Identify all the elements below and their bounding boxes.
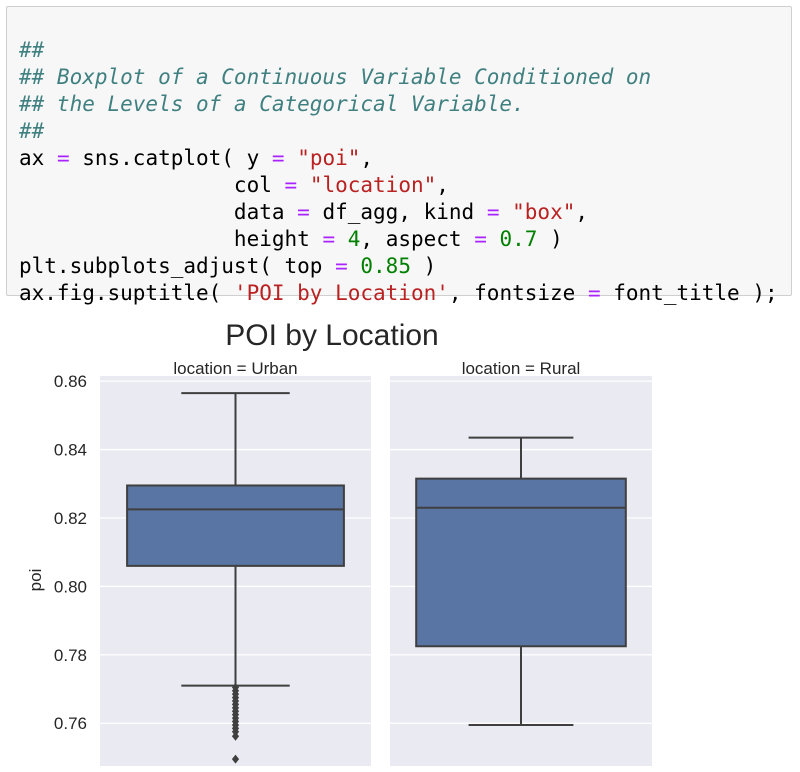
outlier-point (231, 731, 240, 741)
code-token-str: "poi" (297, 146, 361, 170)
code-line: ax.fig.suptitle( 'POI by Location', font… (19, 280, 778, 307)
code-line: ## Boxplot of a Continuous Variable Cond… (19, 64, 778, 91)
code-token-plain: sns.catplot( y (69, 146, 272, 170)
code-line: data = df_agg, kind = "box", (19, 199, 778, 226)
code-token-comment: ## (19, 38, 45, 62)
code-token-op: = (335, 254, 348, 278)
code-editor[interactable]: ## ## Boxplot of a Continuous Variable Co… (19, 37, 778, 307)
code-token-plain: col (19, 173, 285, 197)
code-token-plain: plt.subplots_adjust( top (19, 254, 336, 278)
code-token-plain (348, 254, 361, 278)
code-token-str: 'POI by Location' (233, 281, 449, 305)
code-line: height = 4, aspect = 0.7 ) (19, 226, 778, 253)
code-token-comment: ## Boxplot of a Continuous Variable Cond… (19, 65, 652, 89)
code-token-op: = (56, 146, 70, 170)
y-tick-label: 0.76 (54, 714, 87, 733)
code-token-comment: ## (19, 119, 45, 143)
y-axis-label: poi (26, 569, 45, 592)
code-token-num: 0.7 (499, 227, 538, 251)
code-token-str: "box" (512, 200, 576, 224)
code-token-plain: , (575, 200, 589, 224)
figure-title: POI by Location (225, 319, 438, 352)
code-line: col = "location", (19, 172, 778, 199)
facet-0: location = Urban (100, 359, 371, 766)
code-token-num: 0.85 (360, 254, 411, 278)
code-token-plain: ) (537, 227, 563, 251)
facet-title: location = Rural (462, 359, 581, 378)
outlier-point (231, 754, 240, 764)
code-cell[interactable]: ## ## Boxplot of a Continuous Variable Co… (6, 6, 792, 305)
code-line: ## (19, 118, 778, 145)
output-figure: POI by Location poi location = Urban loca… (26, 319, 652, 766)
code-token-plain (285, 146, 298, 170)
y-tick-label: 0.80 (54, 577, 87, 596)
code-token-plain: font_title ); (600, 281, 778, 305)
box-iqr (415, 477, 627, 648)
code-token-plain: ax.fig.suptitle( (19, 281, 234, 305)
code-token-plain: , (436, 173, 449, 197)
code-token-plain: data (19, 200, 298, 224)
y-tick-label: 0.78 (54, 646, 87, 665)
code-token-op: = (284, 173, 298, 197)
code-token-plain (297, 173, 310, 197)
code-line: plt.subplots_adjust( top = 0.85 ) (19, 253, 778, 280)
code-line: ## (19, 37, 778, 64)
code-token-op: = (474, 227, 487, 251)
code-token-plain: df_agg, kind (309, 200, 487, 224)
code-token-op: = (271, 146, 285, 170)
code-token-plain: height (19, 227, 323, 251)
code-token-plain: ) (410, 254, 437, 278)
code-token-op: = (297, 200, 310, 224)
y-tick-label: 0.86 (54, 372, 87, 391)
code-token-plain: ax (19, 146, 57, 170)
code-token-plain (499, 200, 512, 224)
y-tick-labels: 0.76 0.78 0.80 0.82 0.84 0.86 (54, 372, 87, 733)
code-line: ## the Levels of a Categorical Variable. (19, 91, 778, 118)
code-token-str: "location" (309, 173, 437, 197)
code-token-plain (487, 227, 500, 251)
code-token-op: = (322, 227, 336, 251)
code-token-plain (335, 227, 348, 251)
code-token-plain: , fontsize (448, 281, 588, 305)
facet-1: location = Rural (390, 359, 652, 766)
y-tick-label: 0.84 (54, 441, 87, 460)
y-tick-label: 0.82 (54, 509, 87, 528)
code-token-comment: ## the Levels of a Categorical Variable. (19, 92, 525, 116)
code-token-plain: , (360, 146, 374, 170)
code-line: ax = sns.catplot( y = "poi", (19, 145, 778, 172)
code-token-op: = (587, 281, 601, 305)
code-token-num: 4 (347, 227, 361, 251)
facet-title: location = Urban (173, 359, 297, 378)
facet-panels: location = Urban location = Rural (100, 359, 652, 766)
box-iqr (126, 484, 345, 567)
code-token-op: = (486, 200, 500, 224)
code-token-plain: , aspect (360, 227, 475, 251)
